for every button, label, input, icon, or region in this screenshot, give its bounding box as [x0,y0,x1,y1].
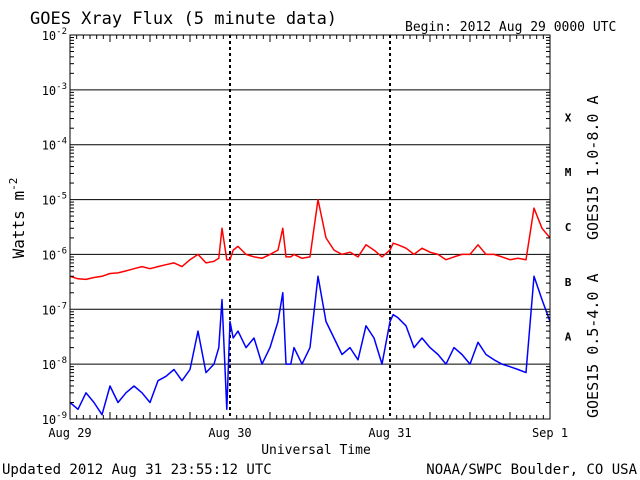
flare-class-label: C [565,221,572,234]
y-tick-label: 10-9 [42,411,67,427]
x-tick-label: Aug 29 [48,426,91,440]
x-tick-label: Sep 1 [532,426,568,440]
y-tick-label: 10-2 [42,27,67,43]
y-tick-label: 10-3 [42,82,67,98]
flare-class-label: M [565,166,572,179]
series-line-long [69,198,551,281]
y-tick-label: 10-6 [42,246,67,262]
footer-source: NOAA/SWPC Boulder, CO USA [426,462,637,478]
legend-series-long: GOES15 1.0-8.0 A [584,96,602,241]
footer-updated: Updated 2012 Aug 31 23:55:12 UTC [2,462,272,478]
series-line-short [69,275,551,416]
y-tick-label: 10-5 [42,192,67,208]
x-axis-label: Universal Time [261,443,371,458]
plot-frame [69,34,551,420]
legend-series-short: GOES15 0.5-4.0 A [584,274,602,419]
y-tick-label: 10-8 [42,356,67,372]
flare-class-label: A [565,331,572,344]
begin-label: Begin: 2012 Aug 29 0000 UTC [405,20,616,35]
y-tick-label: 10-4 [42,137,67,153]
y-axis-label: Watts m-2 [7,178,28,259]
y-tick-label: 10-7 [42,301,67,317]
x-tick-label: Aug 30 [208,426,251,440]
series-layer [69,198,551,416]
flare-class-label: X [565,111,572,124]
chart-title: GOES Xray Flux (5 minute data) [30,9,337,29]
flare-class-label: B [565,276,572,289]
x-tick-label: Aug 31 [368,426,411,440]
